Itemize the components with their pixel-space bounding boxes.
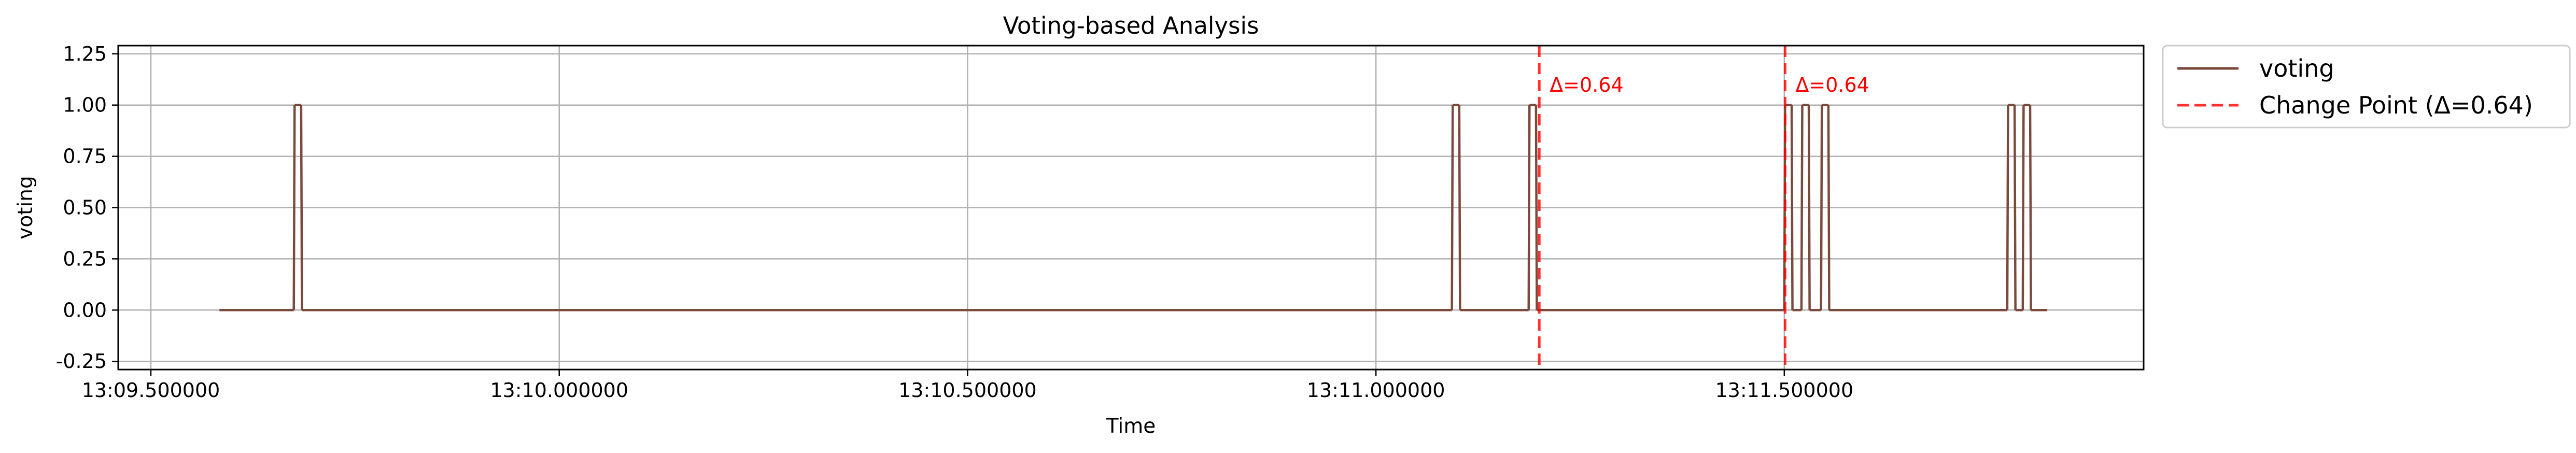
series-segment-voting bbox=[2006, 105, 2009, 310]
change-point-label: Δ=0.64 bbox=[1795, 74, 1869, 96]
series-segment-voting bbox=[1827, 105, 1831, 310]
x-axis-label: Time bbox=[1106, 415, 1156, 438]
series-segment-voting bbox=[2013, 105, 2017, 310]
y-tick-label: -0.25 bbox=[56, 350, 107, 373]
change-point-label: Δ=0.64 bbox=[1550, 74, 1623, 96]
y-tick-label: 0.25 bbox=[63, 247, 107, 270]
y-tick-label: 0.50 bbox=[63, 196, 107, 219]
legend: voting Change Point (Δ=0.64) bbox=[2162, 45, 2571, 129]
series-segment-voting bbox=[1535, 105, 1538, 310]
x-tick-label: 13:11.000000 bbox=[1307, 379, 1445, 402]
legend-box bbox=[2162, 45, 2571, 129]
series-segment-voting bbox=[2029, 105, 2032, 310]
legend-label-voting: voting bbox=[2259, 54, 2334, 82]
y-tick-label: 0.75 bbox=[63, 145, 107, 168]
series-segment-voting bbox=[1800, 105, 1804, 310]
x-tick-label: 13:10.000000 bbox=[490, 379, 628, 402]
y-tick-label: 0.00 bbox=[63, 299, 107, 321]
legend-label-change-point: Change Point (Δ=0.64) bbox=[2259, 91, 2533, 119]
series-segment-voting bbox=[300, 105, 303, 310]
y-tick-label: 1.25 bbox=[63, 43, 107, 65]
x-tick-label: 13:09.500000 bbox=[82, 379, 220, 402]
series-segment-voting bbox=[1458, 105, 1461, 310]
y-tick-label: 1.00 bbox=[63, 94, 107, 117]
y-axis-label: voting bbox=[14, 176, 37, 239]
series-segment-voting bbox=[2021, 105, 2025, 310]
series-segment-voting bbox=[1820, 105, 1823, 310]
series-segment-voting bbox=[1807, 105, 1811, 310]
series-segment-voting bbox=[1527, 105, 1531, 310]
axis-layer: -0.25 0.00 0.25 0.50 0.75 1.00 1.25 13:09.50000… bbox=[56, 43, 1853, 402]
x-tick-label: 13:10.500000 bbox=[898, 379, 1037, 402]
x-tick-label: 13:11.500000 bbox=[1715, 379, 1853, 402]
series-segment-voting bbox=[1451, 105, 1454, 310]
series-segment-voting bbox=[292, 105, 296, 310]
series-segment-voting bbox=[1790, 105, 1794, 310]
change-point-layer: Δ=0.64 Δ=0.64 bbox=[1538, 46, 1869, 370]
chart-title: Voting-based Analysis bbox=[1003, 12, 1259, 39]
